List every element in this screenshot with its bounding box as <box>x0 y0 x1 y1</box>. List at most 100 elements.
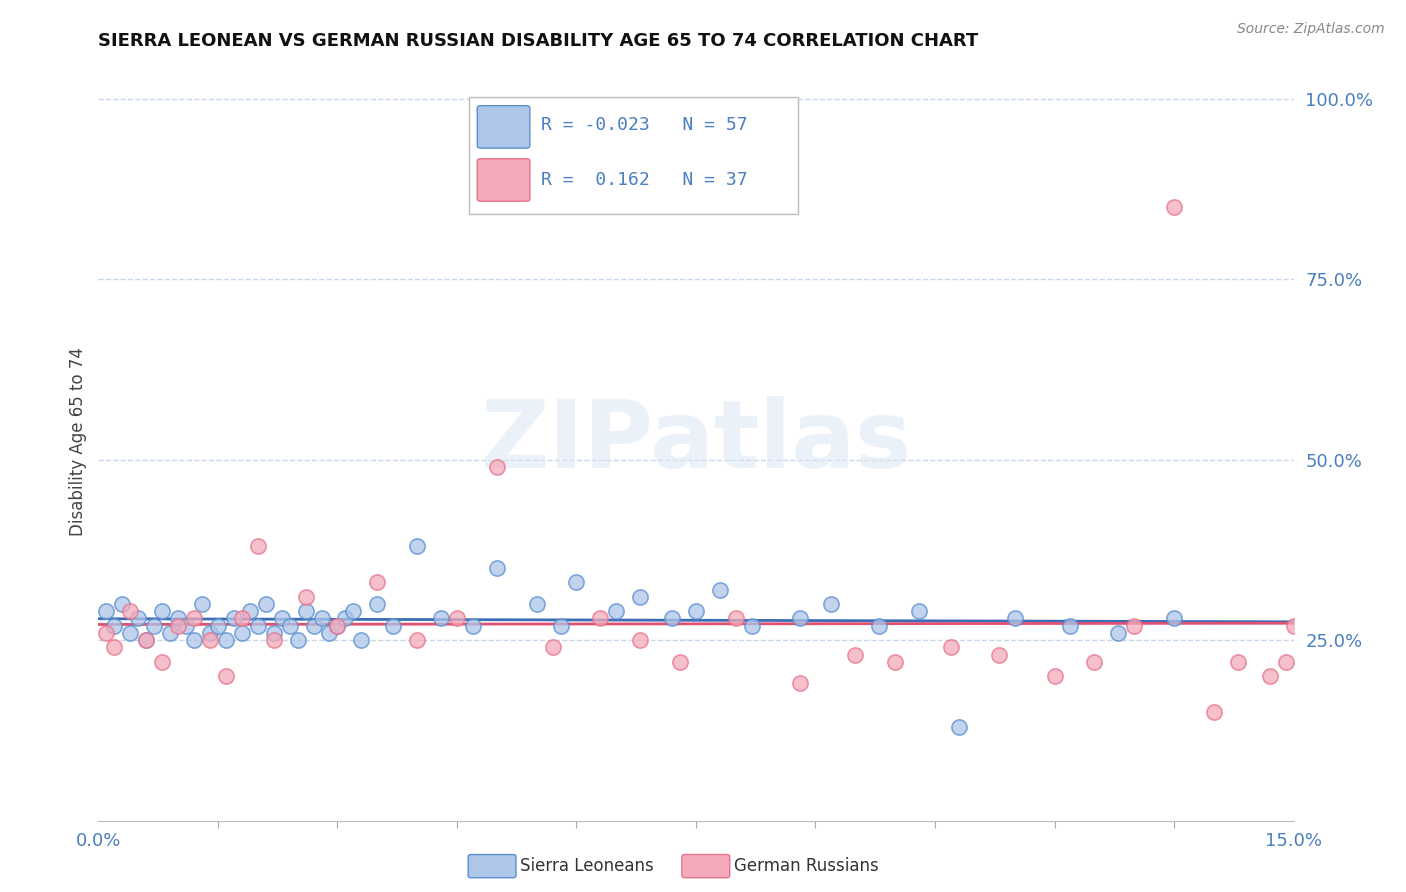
Point <box>326 618 349 632</box>
Point <box>96 604 118 618</box>
Point <box>1107 626 1129 640</box>
Point <box>669 655 692 669</box>
Point <box>844 648 866 662</box>
Text: R =  0.162   N = 37: R = 0.162 N = 37 <box>541 171 747 189</box>
Point <box>820 597 842 611</box>
Text: SIERRA LEONEAN VS GERMAN RUSSIAN DISABILITY AGE 65 TO 74 CORRELATION CHART: SIERRA LEONEAN VS GERMAN RUSSIAN DISABIL… <box>98 32 979 50</box>
Point <box>948 720 970 734</box>
Point <box>143 618 166 632</box>
Point <box>174 618 197 632</box>
Point <box>1123 618 1146 632</box>
Point <box>685 604 707 618</box>
Text: ZIPatlas: ZIPatlas <box>481 395 911 488</box>
Text: Sierra Leoneans: Sierra Leoneans <box>520 857 654 875</box>
Point <box>939 640 962 655</box>
Point <box>724 611 747 625</box>
Point <box>135 633 157 648</box>
Point <box>263 633 285 648</box>
Point <box>198 626 221 640</box>
Point <box>461 618 484 632</box>
Point <box>605 604 627 618</box>
Point <box>789 676 811 690</box>
Point <box>318 626 340 640</box>
Point <box>246 618 269 632</box>
Point <box>366 575 388 590</box>
Point <box>231 626 253 640</box>
Point <box>526 597 548 611</box>
Point <box>294 604 316 618</box>
Text: German Russians: German Russians <box>734 857 879 875</box>
Point <box>215 633 238 648</box>
Point <box>1282 618 1305 632</box>
Point <box>127 611 149 625</box>
Point <box>270 611 292 625</box>
Y-axis label: Disability Age 65 to 74: Disability Age 65 to 74 <box>69 347 87 536</box>
Point <box>207 618 229 632</box>
Point <box>111 597 134 611</box>
Point <box>628 633 651 648</box>
Point <box>159 626 181 640</box>
FancyBboxPatch shape <box>477 159 530 202</box>
Point <box>191 597 214 611</box>
Point <box>485 459 508 474</box>
FancyBboxPatch shape <box>470 96 797 214</box>
Point <box>231 611 253 625</box>
Point <box>406 539 429 553</box>
Point <box>287 633 309 648</box>
Point <box>741 618 763 632</box>
Point <box>1043 669 1066 683</box>
Point <box>239 604 262 618</box>
Point <box>254 597 277 611</box>
Point <box>550 618 572 632</box>
Point <box>406 633 429 648</box>
Point <box>342 604 364 618</box>
Point <box>302 618 325 632</box>
Point <box>884 655 907 669</box>
Point <box>1163 611 1185 625</box>
Point <box>183 633 205 648</box>
Point <box>311 611 333 625</box>
Point <box>1202 706 1225 720</box>
Point <box>1004 611 1026 625</box>
Point <box>446 611 468 625</box>
Point <box>485 561 508 575</box>
Point <box>120 604 142 618</box>
Point <box>1083 655 1105 669</box>
Point <box>1258 669 1281 683</box>
Point <box>430 611 453 625</box>
Point <box>350 633 373 648</box>
Point <box>868 618 890 632</box>
Point <box>222 611 245 625</box>
Point <box>541 640 564 655</box>
Point <box>565 575 588 590</box>
Point <box>628 590 651 604</box>
Point <box>103 640 125 655</box>
Point <box>589 611 612 625</box>
Point <box>150 604 173 618</box>
Point <box>709 582 731 597</box>
Point <box>1059 618 1081 632</box>
Point <box>135 633 157 648</box>
Point <box>1163 200 1185 214</box>
Point <box>215 669 238 683</box>
Point <box>382 618 405 632</box>
Point <box>661 611 683 625</box>
Text: R = -0.023   N = 57: R = -0.023 N = 57 <box>541 116 747 135</box>
Point <box>150 655 173 669</box>
Point <box>198 633 221 648</box>
Point <box>987 648 1010 662</box>
Point <box>326 618 349 632</box>
Point <box>335 611 357 625</box>
Point <box>246 539 269 553</box>
Point <box>96 626 118 640</box>
Point <box>263 626 285 640</box>
Point <box>120 626 142 640</box>
Point <box>294 590 316 604</box>
Point <box>167 611 190 625</box>
Point <box>1274 655 1296 669</box>
Point <box>103 618 125 632</box>
Point <box>167 618 190 632</box>
Point <box>278 618 301 632</box>
Point <box>908 604 931 618</box>
Point <box>1226 655 1249 669</box>
